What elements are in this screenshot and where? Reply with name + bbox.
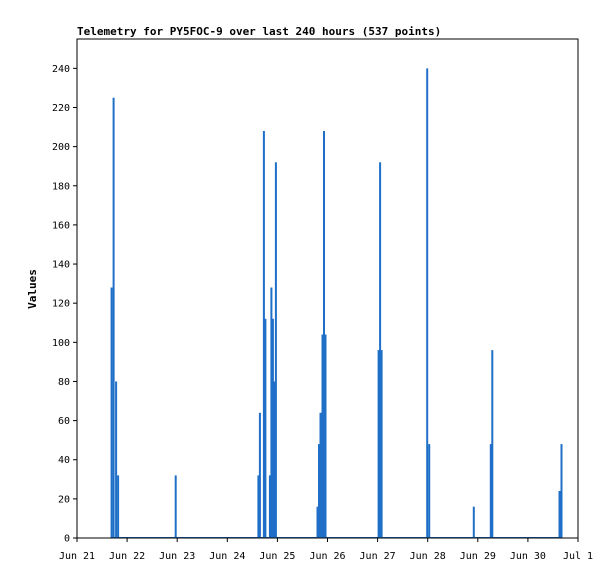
y-tick-label-0: 0 [64,534,70,545]
y-tick-label-40: 40 [58,455,70,466]
x-tick-label-4: Jun 25 [259,551,295,562]
bar-27 [491,350,494,538]
x-tick-label-3: Jun 24 [209,551,245,562]
x-tick-label-0: Jun 21 [59,551,95,562]
bar-25 [472,506,475,538]
y-tick-label-80: 80 [58,377,70,388]
bars-layer [110,68,563,539]
y-tick-label-160: 160 [52,220,70,231]
bar-9 [268,475,271,538]
bar-4 [174,475,177,538]
bar-29 [560,444,563,538]
y-tick-label-240: 240 [52,64,70,75]
x-axis: Jun 21 Jun 22 Jun 23 Jun 24 Jun 25 Jun 26 Jun … [59,538,593,562]
bar-24 [428,444,431,538]
plot-frame [76,38,579,539]
y-axis: 0 20 40 60 80 100 120 140 160 180 200 220 240 [52,64,77,545]
x-tick-label-7: Jun 28 [410,551,446,562]
bar-6 [258,412,261,538]
bar-16 [319,412,322,538]
bar-26 [489,444,492,538]
bar-11 [271,318,274,538]
x-tick-label-10: Jul 1 [563,551,593,562]
x-tick-label-5: Jun 26 [309,551,345,562]
bar-0 [110,287,113,538]
x-tick-label-2: Jun 23 [159,551,195,562]
bar-28 [558,491,561,538]
bar-18 [323,131,325,538]
y-tick-label-60: 60 [58,416,70,427]
bar-7 [262,131,265,538]
bar-23 [426,68,429,539]
y-axis-label: Values [26,269,39,309]
bar-20 [377,350,380,538]
y-tick-label-100: 100 [52,338,70,349]
bar-10 [270,287,273,538]
y-tick-label-200: 200 [52,142,70,153]
y-tick-label-220: 220 [52,103,70,114]
x-tick-label-6: Jun 27 [360,551,396,562]
y-tick-label-140: 140 [52,260,70,271]
bar-3 [117,475,120,538]
bar-14 [316,506,319,538]
y-tick-label-180: 180 [52,181,70,192]
bar-13 [274,162,277,539]
bar-17 [321,334,324,538]
bar-8 [264,318,267,538]
bar-22 [380,350,383,538]
x-tick-label-8: Jun 29 [460,551,496,562]
bar-19 [324,334,327,538]
x-tick-label-1: Jun 22 [109,551,145,562]
bar-1 [112,97,115,538]
bar-2 [115,381,118,538]
y-tick-label-120: 120 [52,299,70,310]
y-tick-label-20: 20 [58,494,70,505]
bar-12 [273,381,276,538]
x-tick-label-9: Jun 30 [510,551,546,562]
bar-5 [257,475,260,538]
bar-15 [318,444,320,538]
bar-21 [379,162,382,539]
chart-title: Telemetry for PY5FOC-9 over last 240 hou… [77,25,441,38]
